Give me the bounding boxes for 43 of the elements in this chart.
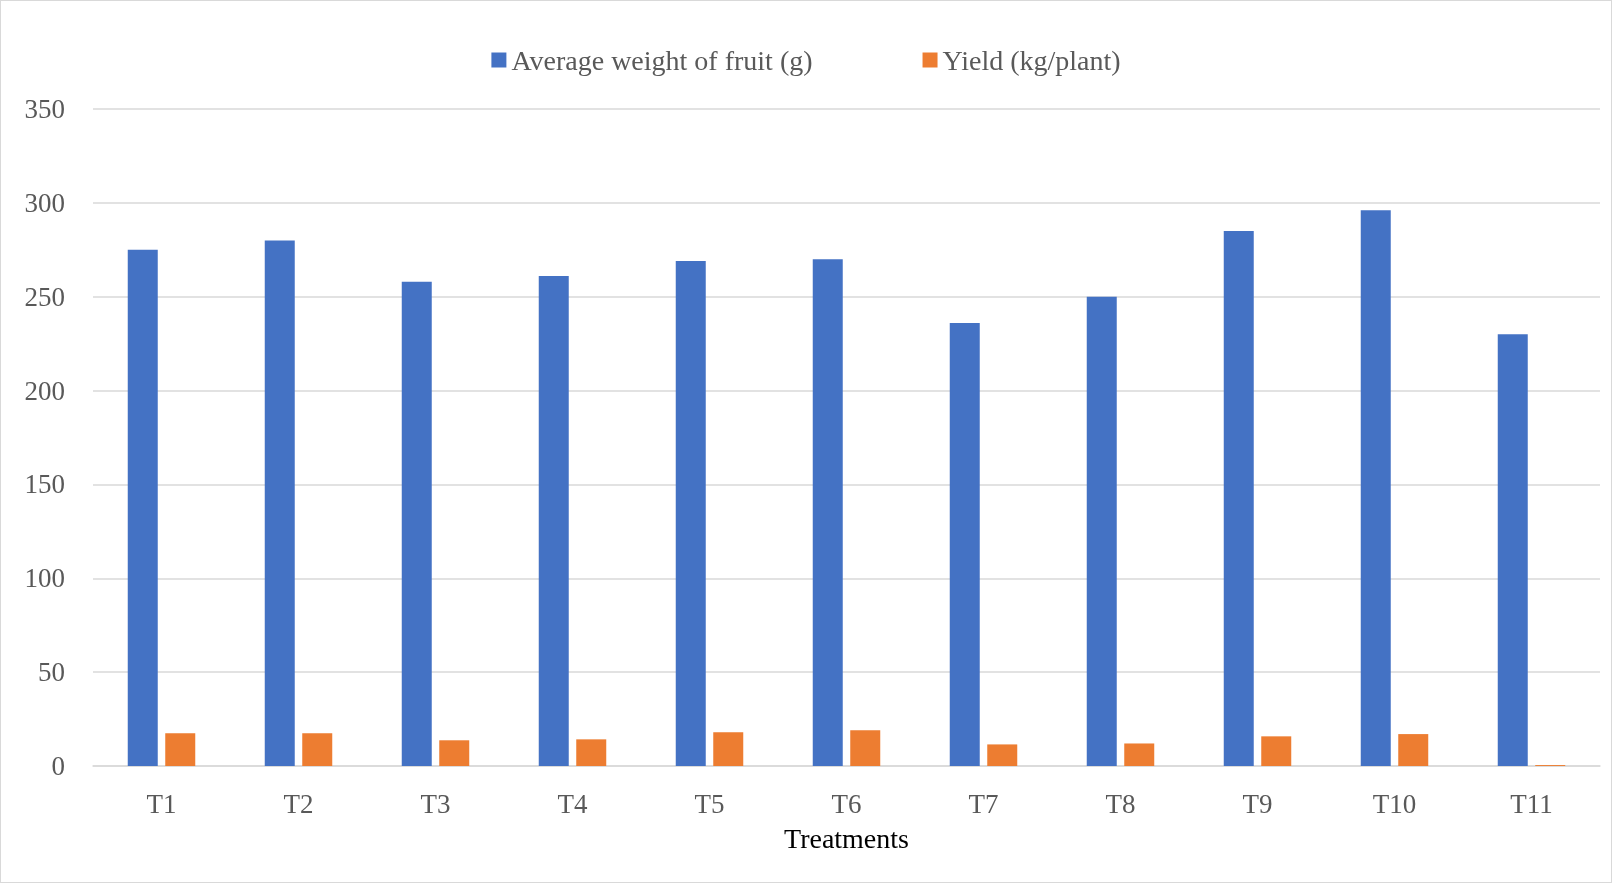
x-tick-label: T5 xyxy=(694,788,725,819)
x-tick-label: T6 xyxy=(831,788,862,819)
y-tick-label: 250 xyxy=(24,281,65,312)
bar xyxy=(1261,736,1292,766)
x-tick-label: T9 xyxy=(1242,788,1273,819)
x-tick-label: T1 xyxy=(146,788,177,819)
bar xyxy=(1497,334,1528,766)
x-tick-label: T11 xyxy=(1510,788,1553,819)
bar xyxy=(850,730,881,766)
x-tick-label: T7 xyxy=(968,788,999,819)
bar xyxy=(127,249,158,766)
x-axis-title: Treatments xyxy=(784,822,909,854)
y-tick-label: 0 xyxy=(51,751,65,781)
bar xyxy=(302,733,333,766)
bar xyxy=(1398,734,1429,766)
legend-label: Yield (kg/plant) xyxy=(942,44,1121,76)
y-tick-label: 300 xyxy=(24,187,65,218)
bar xyxy=(1360,210,1391,766)
legend-label: Average weight of fruit (g) xyxy=(511,44,813,76)
bar xyxy=(1223,231,1254,766)
bar xyxy=(949,322,980,766)
x-tick-label: T3 xyxy=(420,788,451,819)
bar xyxy=(675,261,706,766)
y-tick-label: 50 xyxy=(38,657,65,688)
bar xyxy=(812,259,843,766)
y-tick-label: 150 xyxy=(24,469,65,500)
y-tick-label: 350 xyxy=(24,94,65,124)
x-tick-label: T2 xyxy=(283,788,314,819)
bar xyxy=(576,739,607,766)
bar xyxy=(401,281,432,766)
bar xyxy=(439,740,470,766)
y-tick-label: 100 xyxy=(24,563,65,594)
x-tick-label: T10 xyxy=(1372,788,1417,819)
bar xyxy=(987,744,1018,766)
bar xyxy=(165,733,196,766)
x-tick-label: T4 xyxy=(557,788,588,819)
bar xyxy=(1124,743,1155,766)
bar xyxy=(713,732,744,766)
bar xyxy=(264,240,295,766)
bar xyxy=(538,276,569,766)
x-tick-label: T8 xyxy=(1105,788,1136,819)
bar xyxy=(1086,296,1117,766)
y-tick-label: 200 xyxy=(24,375,65,406)
